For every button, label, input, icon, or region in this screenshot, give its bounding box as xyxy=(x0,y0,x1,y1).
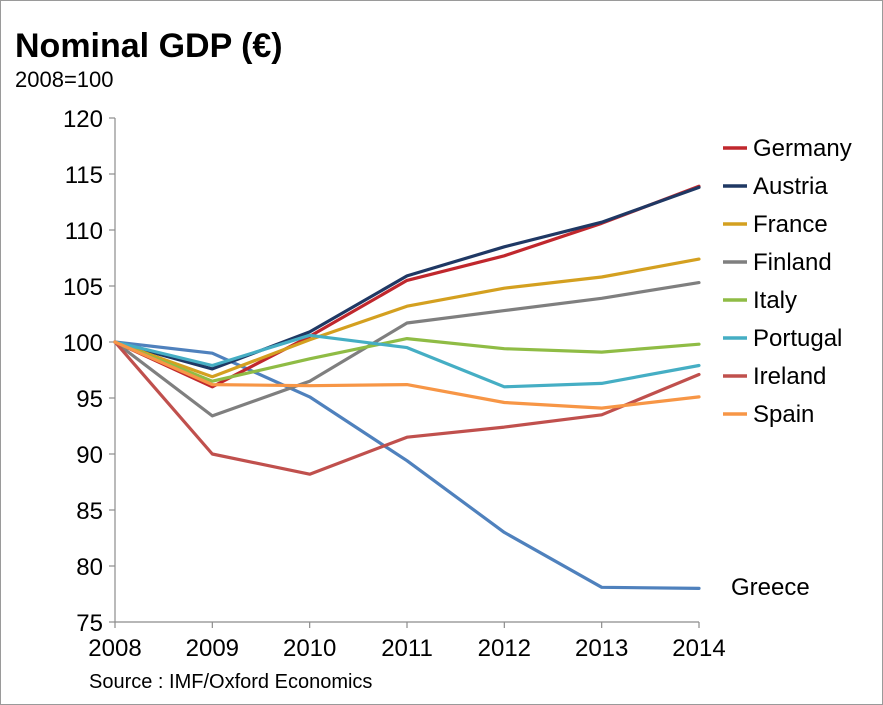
legend-item-spain: Spain xyxy=(723,401,814,428)
legend-label: Spain xyxy=(753,401,814,428)
chart-title: Nominal GDP (€) xyxy=(15,27,283,65)
y-tick-label: 85 xyxy=(76,498,103,525)
source-note: Source : IMF/Oxford Economics xyxy=(89,671,372,693)
legend-item-portugal: Portugal xyxy=(723,325,842,352)
legend-item-france: France xyxy=(723,211,828,238)
y-tick-label: 95 xyxy=(76,386,103,413)
legend-label: Ireland xyxy=(753,363,826,390)
legend-item-germany: Germany xyxy=(723,135,852,162)
x-tick-label: 2011 xyxy=(381,635,433,662)
x-tick-label: 2014 xyxy=(672,635,725,662)
legend-label: Italy xyxy=(753,287,797,314)
y-tick-label: 80 xyxy=(76,554,103,581)
series-line-france xyxy=(113,257,701,379)
x-tick-label: 2008 xyxy=(88,635,141,662)
y-tick-label: 75 xyxy=(76,610,103,637)
legend: Germany Austria France Finland Italy Portugal… xyxy=(723,135,852,428)
legend-label: France xyxy=(753,211,828,238)
legend-item-italy: Italy xyxy=(723,287,797,314)
y-tick-label: 105 xyxy=(63,274,103,301)
legend-label: Portugal xyxy=(753,325,842,352)
y-tick-label: 120 xyxy=(63,106,103,133)
series-line-italy xyxy=(113,337,701,383)
greece-annotation: Greece xyxy=(731,574,810,601)
series-line-austria xyxy=(113,185,701,371)
series-line-ireland xyxy=(113,340,701,476)
legend-item-austria: Austria xyxy=(723,173,828,200)
legend-label: Finland xyxy=(753,249,832,276)
y-tick-label: 100 xyxy=(63,330,103,357)
legend-item-finland: Finland xyxy=(723,249,832,276)
legend-label: Austria xyxy=(753,173,828,200)
legend-label: Germany xyxy=(753,135,852,162)
series-line-germany xyxy=(113,184,701,389)
y-tick-label: 110 xyxy=(65,218,103,245)
axes: 75 80 85 90 95 100 105 110 115 120 2008 2009 2010 201… xyxy=(63,106,726,662)
y-tick-label: 115 xyxy=(65,162,103,189)
x-tick-label: 2009 xyxy=(186,635,239,662)
x-tick-label: 2013 xyxy=(575,635,628,662)
series-lines xyxy=(113,184,701,591)
series-line-portugal xyxy=(113,333,701,389)
x-tick-label: 2012 xyxy=(478,635,531,662)
series-line-spain xyxy=(113,340,701,410)
legend-item-ireland: Ireland xyxy=(723,363,826,390)
series-line-finland xyxy=(113,281,701,418)
series-line-greece xyxy=(113,340,701,591)
x-tick-label: 2010 xyxy=(283,635,336,662)
y-tick-label: 90 xyxy=(76,442,103,469)
chart-subtitle: 2008=100 xyxy=(15,67,114,92)
